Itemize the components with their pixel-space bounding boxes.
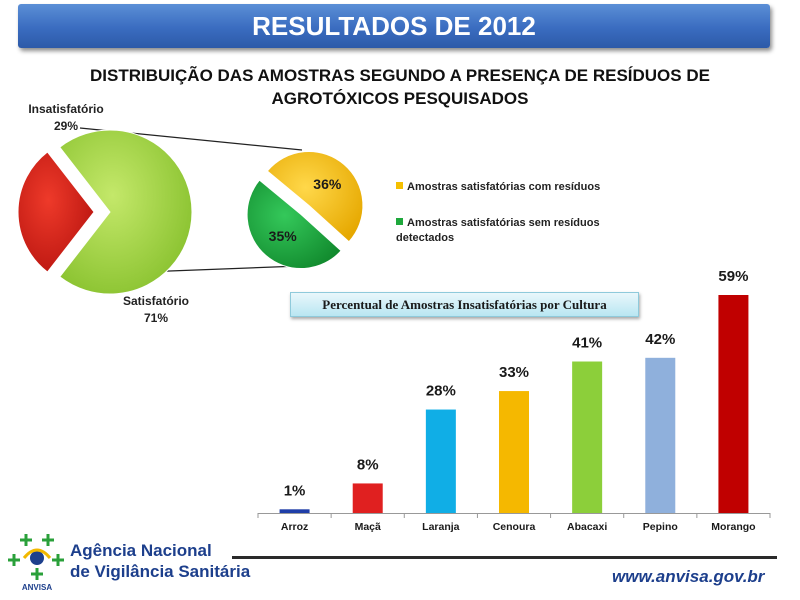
bar-value-label: 8% — [357, 456, 379, 473]
anvisa-logo-mark: ANVISA — [8, 534, 64, 592]
category-label: Abacaxi — [567, 521, 607, 533]
category-label: Arroz — [281, 521, 308, 533]
pie-charts: 36% 35% — [17, 127, 364, 295]
subtitle-line-1: DISTRIBUIÇÃO DAS AMOSTRAS SEGUNDO A PRES… — [90, 66, 710, 85]
pie-slice-satisfatorio — [59, 129, 193, 295]
pie-value-label: 36% — [313, 176, 342, 192]
chart-subtitle: DISTRIBUIÇÃO DAS AMOSTRAS SEGUNDO A PRES… — [40, 64, 760, 110]
pie-value-label: 35% — [269, 228, 298, 244]
legend-item-com-residuos: Amostras satisfatórias com resíduos — [396, 180, 600, 195]
pie-slice-insatisfatorio — [17, 151, 95, 273]
page-title: RESULTADOS DE 2012 — [252, 11, 536, 41]
bar-maçã — [352, 483, 383, 513]
logo-abbrev: ANVISA — [22, 583, 52, 592]
footer-url: www.anvisa.gov.br — [612, 567, 765, 586]
bar-value-label: 28% — [426, 383, 456, 400]
category-label: Cenoura — [493, 521, 536, 533]
bar-cenoura — [499, 391, 529, 513]
bar-abacaxi — [572, 361, 603, 513]
footer-divider — [232, 556, 777, 559]
category-label: Morango — [711, 521, 755, 533]
category-label: Maçã — [355, 521, 381, 533]
category-label: Pepino — [643, 521, 678, 533]
bar-arroz — [279, 509, 310, 513]
bar-laranja — [425, 409, 456, 513]
legend-item-sem-residuos: Amostras satisfatórias sem resíduos dete… — [396, 217, 600, 244]
legend-swatch-green — [396, 218, 403, 225]
logo-text: Agência Nacional de Vigilância Sanitária — [70, 541, 251, 581]
category-label: Laranja — [422, 521, 460, 533]
pie-label-insatisfatorio: Insatisfatório 29% — [28, 102, 104, 133]
bar-value-label: 33% — [499, 364, 529, 381]
title-banner: RESULTADOS DE 2012 — [18, 4, 770, 48]
bar-value-label: 1% — [284, 482, 306, 499]
pie-slice-com-residuos — [266, 150, 364, 243]
pie-slice-sem-residuos — [246, 179, 342, 269]
legend-swatch-yellow — [396, 182, 403, 189]
bar-pepino — [645, 357, 676, 513]
bar-chart-title: Percentual de Amostras Insatisfatórias p… — [290, 292, 639, 317]
subtitle-line-2: AGROTÓXICOS PESQUISADOS — [271, 89, 529, 108]
pie-label-satisfatorio: Satisfatório 71% — [122, 294, 189, 325]
